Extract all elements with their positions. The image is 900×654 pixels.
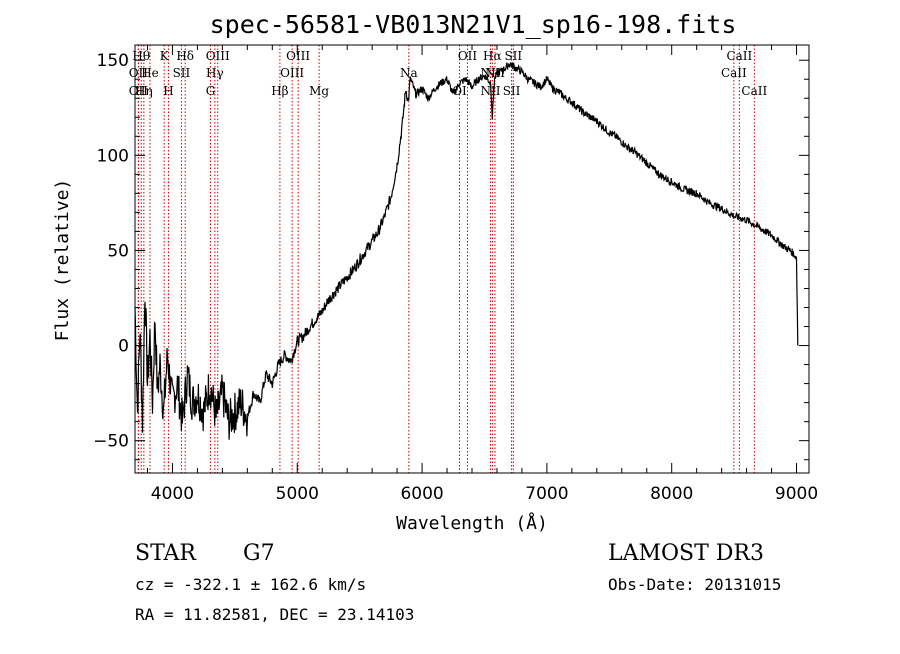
line-label-caii: CaII	[721, 66, 747, 80]
x-tick-label: 9000	[775, 484, 818, 504]
chart-title: spec-56581-VB013N21V1_sp16-198.fits	[210, 10, 737, 39]
line-label-hθ: Hθ	[132, 49, 150, 63]
sky-coordinates: RA = 11.82581, DEC = 23.14103	[135, 605, 414, 624]
line-label-hδ: Hδ	[176, 49, 194, 63]
flux-series-line	[134, 61, 799, 440]
y-tick-label: 150	[97, 51, 129, 71]
y-tick-label: 50	[107, 241, 129, 261]
y-axis-ticks: −50 0 50 100 150	[93, 51, 809, 461]
y-tick-label: −50	[93, 432, 129, 452]
line-label-oii: OII	[458, 49, 478, 63]
line-label-caii: CaII	[741, 84, 767, 98]
x-axis-label: Wavelength (Å)	[396, 512, 548, 534]
observation-date: Obs-Date: 20131015	[608, 575, 781, 594]
x-tick-label: 4000	[151, 484, 194, 504]
line-label-oi: OI	[452, 84, 467, 98]
x-tick-label: 6000	[400, 484, 443, 504]
survey-name: LAMOST DR3	[608, 541, 764, 566]
line-label-hγ: Hγ	[206, 66, 224, 80]
line-label-oiii: OIII	[206, 49, 230, 63]
line-label-hα: Hα	[483, 49, 502, 63]
x-tick-label: 5000	[276, 484, 319, 504]
redshift-velocity: cz = -322.1 ± 162.6 km/s	[135, 575, 366, 594]
x-tick-label: 8000	[650, 484, 693, 504]
line-label-oii: OII	[129, 66, 149, 80]
line-label-oiii: OIII	[280, 66, 304, 80]
line-label-h: H	[163, 84, 173, 98]
line-label-sii: SII	[503, 84, 521, 98]
object-class: STAR	[135, 541, 197, 566]
line-label-sii: SII	[173, 66, 191, 80]
line-label-na: Na	[400, 66, 418, 80]
line-label-oiii: OIII	[286, 49, 310, 63]
object-subclass: G7	[243, 541, 275, 566]
line-label-caii: CaII	[726, 49, 752, 63]
line-label-mg: Mg	[309, 84, 329, 98]
line-label-hβ: Hβ	[271, 84, 288, 98]
plot-frame	[134, 44, 810, 474]
line-label-g: G	[206, 84, 216, 98]
y-tick-label: 0	[118, 337, 129, 357]
line-label-sii: SII	[504, 49, 522, 63]
y-axis-label: Flux (relative)	[52, 179, 73, 342]
emission-line-labels: OIIOIIHθHηHeKHSIIHδGHγOIIIHβOIIIOIIIMgNa…	[129, 49, 768, 98]
y-tick-label: 100	[97, 146, 129, 166]
line-label-k: K	[160, 49, 170, 63]
line-label-oii: OII	[129, 84, 149, 98]
x-axis-ticks: 4000 5000 6000 7000 8000 9000	[146, 45, 818, 504]
line-label-he: He	[141, 66, 159, 80]
x-tick-label: 7000	[525, 484, 568, 504]
emission-line-markers	[137, 45, 755, 473]
line-label-hη: Hη	[135, 84, 153, 98]
